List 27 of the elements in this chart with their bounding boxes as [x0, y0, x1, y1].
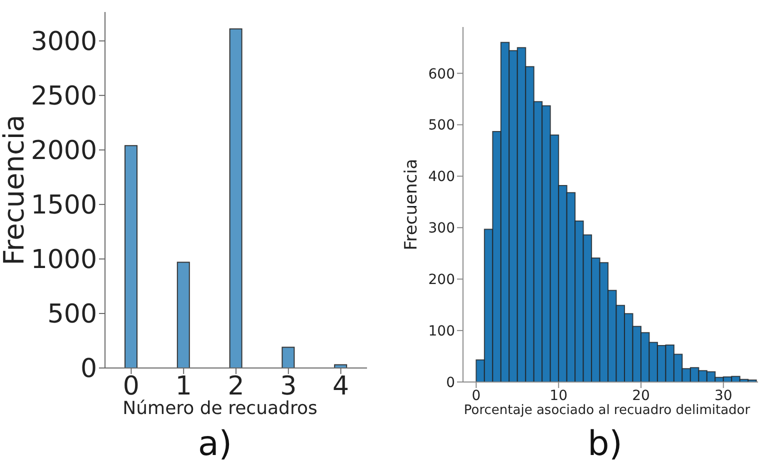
y-tick-label: 1000 [30, 245, 97, 276]
y-tick-label: 300 [428, 220, 455, 237]
x-tick-label: 20 [632, 388, 650, 404]
y-tick-label: 600 [428, 66, 455, 82]
y-tick-label: 100 [428, 324, 455, 340]
x-tick-label: 0 [472, 388, 481, 404]
y-tick-label: 500 [47, 300, 97, 330]
text: a) [196, 424, 234, 464]
bar [334, 364, 348, 368]
y-tick-label: 2000 [30, 136, 97, 166]
bar [176, 262, 190, 368]
bar [229, 28, 242, 368]
bar [282, 346, 295, 368]
y-axis-title: Frecuencia [402, 158, 422, 250]
y-tick-label: 200 [428, 272, 455, 288]
x-axis-title: Porcentaje asociado al recuadro delimitador [464, 403, 751, 418]
y-tick-label: 2500 [30, 82, 97, 112]
x-tick-label: 30 [714, 388, 732, 404]
bar [124, 145, 138, 368]
y-axis-title: Frecuencia [0, 114, 31, 266]
y-tick-label: 3000 [30, 27, 97, 58]
x-tick-label: 4 [332, 371, 350, 402]
y-tick-label: 1500 [30, 190, 97, 221]
y-tick-label: 500 [428, 118, 455, 134]
x-tick-label: 10 [550, 388, 568, 404]
text: b) [586, 424, 624, 464]
y-tick-label: 400 [428, 169, 455, 186]
